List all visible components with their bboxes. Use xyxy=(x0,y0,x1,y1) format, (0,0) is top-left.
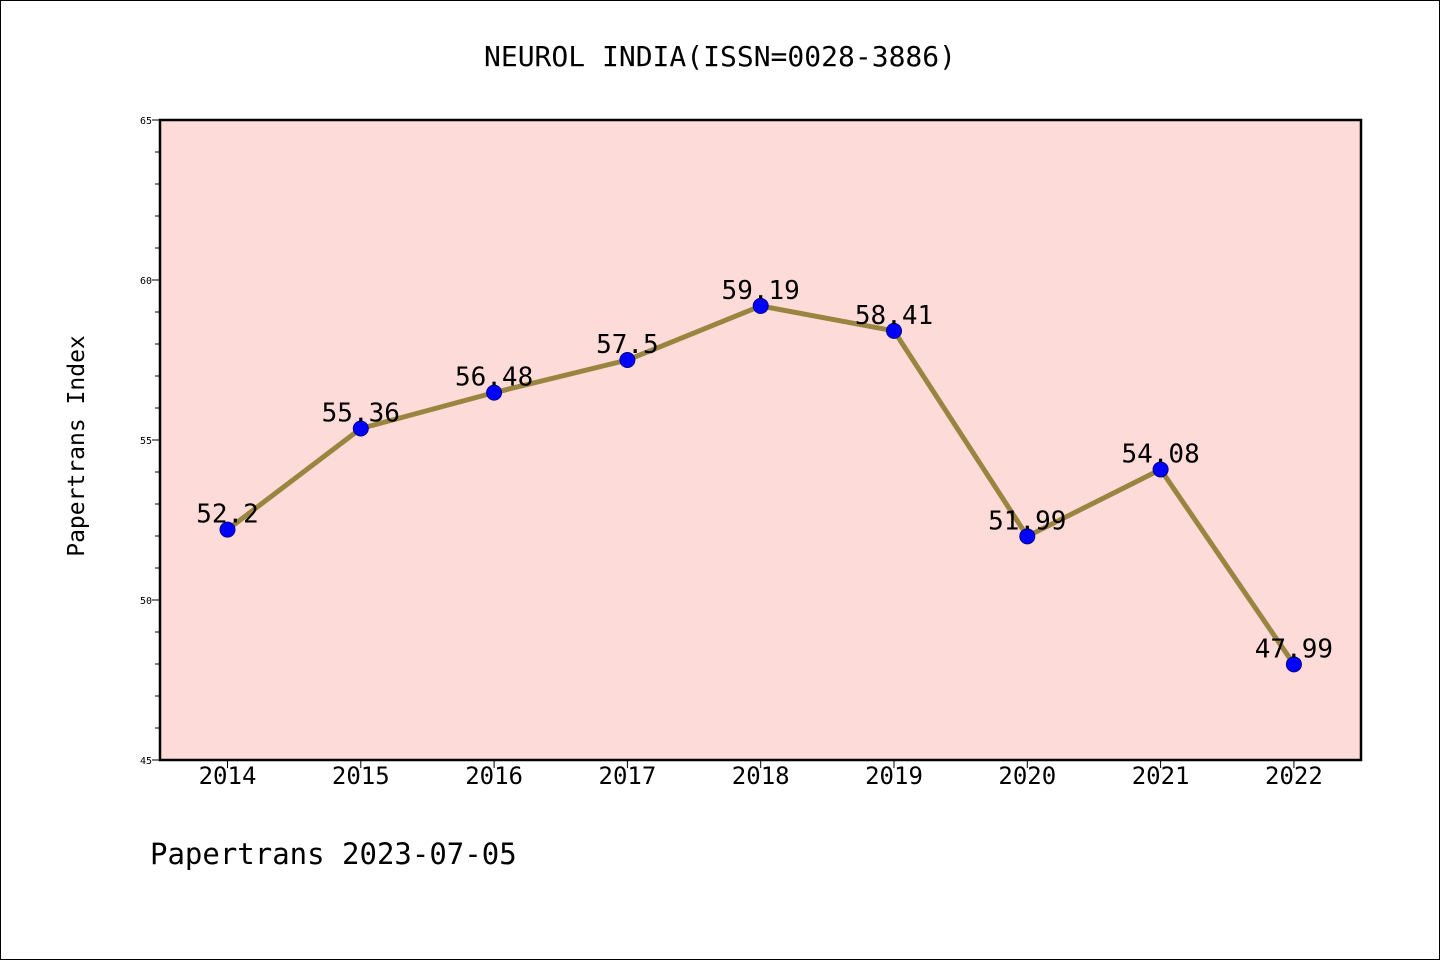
x-tick-label: 2017 xyxy=(599,762,657,790)
x-tick-label: 2022 xyxy=(1265,762,1323,790)
data-label: 58.41 xyxy=(855,301,933,331)
series-markers xyxy=(219,297,1302,673)
x-tick-label: 2020 xyxy=(998,762,1056,790)
chart-title: NEUROL INDIA(ISSN=0028-3886) xyxy=(484,40,956,73)
y-axis-label: Papertrans Index xyxy=(64,335,90,557)
x-tick-label: 2014 xyxy=(199,762,257,790)
data-label: 59.19 xyxy=(722,276,800,306)
x-tick-label: 2021 xyxy=(1132,762,1190,790)
x-tick-label: 2018 xyxy=(732,762,790,790)
data-point xyxy=(619,352,636,368)
data-label: 52.2 xyxy=(196,500,259,530)
x-axis: 2014 2015 2016 2017 2018 2019 2020 2021 2022 xyxy=(199,760,1323,790)
x-tick-label: 2019 xyxy=(865,762,923,790)
y-tick-label: 60 xyxy=(140,276,152,287)
data-point xyxy=(1152,461,1169,478)
data-point xyxy=(486,384,503,401)
data-label: 57.5 xyxy=(596,330,659,360)
data-point xyxy=(1285,656,1302,673)
data-label: 54.08 xyxy=(1121,439,1199,469)
y-tick-label: 65 xyxy=(140,116,152,127)
y-tick-label: 55 xyxy=(140,436,152,447)
x-tick-label: 2015 xyxy=(332,762,390,790)
data-labels: 52.2 55.36 56.48 57.5 59.19 58.41 51.99 54.08 47… xyxy=(196,276,1333,664)
plot-area xyxy=(158,118,1363,762)
data-point xyxy=(1019,528,1036,545)
y-tick-label: 50 xyxy=(140,596,152,607)
y-axis: 45 50 55 60 65 xyxy=(140,116,160,767)
data-label: 51.99 xyxy=(988,506,1066,536)
data-point xyxy=(352,420,369,437)
data-point xyxy=(886,322,902,339)
y-tick-label: 45 xyxy=(140,756,152,767)
data-point xyxy=(219,521,236,538)
data-label: 47.99 xyxy=(1255,634,1333,664)
x-tick-label: 2016 xyxy=(465,762,523,790)
footer-credit: Papertrans 2023-07-05 xyxy=(150,837,517,871)
data-label: 56.48 xyxy=(455,363,533,393)
data-point xyxy=(752,297,769,314)
data-label: 55.36 xyxy=(322,398,400,428)
